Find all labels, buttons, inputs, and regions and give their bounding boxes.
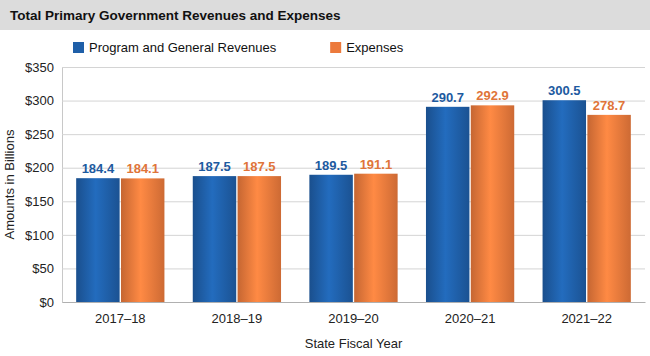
- x-tick-label: 2017–18: [95, 311, 146, 326]
- data-labels: 184.4 187.5 189.5 290.7 300.5 184.1 187.5 191.1…: [82, 83, 626, 176]
- bar: [587, 115, 630, 302]
- legend-label: Program and General Revenues: [89, 40, 277, 55]
- data-label: 300.5: [548, 83, 581, 98]
- data-label: 187.5: [198, 159, 231, 174]
- bar: [121, 178, 164, 302]
- data-label: 278.7: [593, 98, 626, 113]
- bar: [76, 178, 119, 302]
- y-tick-label: $300: [25, 93, 54, 108]
- x-tick: 2017–18: [95, 311, 146, 326]
- x-tick-label: 2019–20: [328, 311, 379, 326]
- y-tick-label: $150: [25, 194, 54, 209]
- data-label: 292.9: [476, 88, 509, 103]
- x-tick: 2018–19: [212, 311, 263, 326]
- legend-swatch: [330, 42, 341, 53]
- data-label: 184.4: [82, 161, 115, 176]
- bar: [238, 176, 281, 302]
- y-axis: $0 $50 $100 $150 $200 $250 $300 $350: [25, 60, 645, 310]
- data-label: 191.1: [360, 157, 393, 172]
- x-tick-label: 2018–19: [212, 311, 263, 326]
- data-label: 290.7: [431, 90, 464, 105]
- data-label: 184.1: [126, 161, 159, 176]
- y-tick-label: $0: [40, 295, 54, 310]
- grid-line: [62, 302, 645, 303]
- legend-label: Expenses: [346, 40, 404, 55]
- x-axis-title: State Fiscal Year: [305, 336, 403, 351]
- y-tick-label: $350: [25, 60, 54, 75]
- y-axis-line: [62, 68, 63, 303]
- bar: [309, 175, 352, 302]
- grid-line: [62, 67, 645, 68]
- bar: [471, 105, 514, 302]
- x-tick-label: 2021–22: [561, 311, 612, 326]
- x-axis-line: [63, 302, 646, 303]
- x-tick-label: 2020–21: [445, 311, 496, 326]
- y-tick: $350: [25, 60, 645, 75]
- y-axis-title: Amounts in Billions: [2, 129, 17, 239]
- title: Total Primary Government Revenues and Ex…: [10, 8, 341, 23]
- y-tick-label: $100: [25, 228, 54, 243]
- legend: Program and General Revenues Expenses: [73, 40, 404, 55]
- data-label: 189.5: [315, 158, 348, 173]
- bar: [426, 107, 469, 302]
- y-tick-label: $50: [32, 261, 54, 276]
- bar: [543, 100, 586, 302]
- x-axis: 2017–18 2018–19 2019–20 2020–21 2021–22: [63, 303, 646, 327]
- data-label: 187.5: [243, 159, 276, 174]
- bars: [76, 100, 631, 302]
- chart: Total Primary Government Revenues and Ex…: [0, 0, 650, 356]
- bar: [354, 174, 397, 302]
- title-bar: [0, 0, 650, 30]
- y-tick-label: $250: [25, 127, 54, 142]
- x-tick: 2021–22: [561, 311, 612, 326]
- legend-swatch: [73, 42, 84, 53]
- bar: [193, 176, 236, 302]
- y-tick-label: $200: [25, 160, 54, 175]
- x-tick: 2020–21: [445, 311, 496, 326]
- x-tick: 2019–20: [328, 311, 379, 326]
